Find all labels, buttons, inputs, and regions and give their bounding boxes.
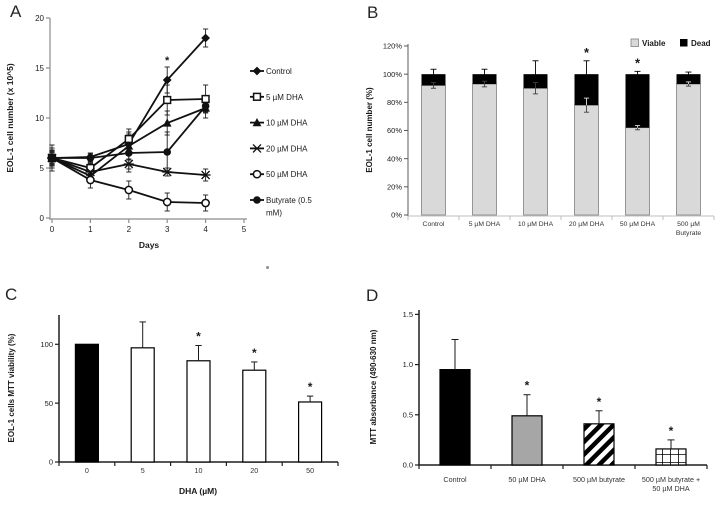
svg-text:EOL-1 cells MTT viability (%): EOL-1 cells MTT viability (%) bbox=[7, 333, 16, 442]
svg-text:Viable: Viable bbox=[642, 39, 666, 48]
svg-text:15: 15 bbox=[35, 64, 44, 73]
svg-text:1.5: 1.5 bbox=[403, 310, 413, 319]
svg-text:50 µM DHA: 50 µM DHA bbox=[266, 170, 308, 179]
svg-text:Butyrate (0.5: Butyrate (0.5 bbox=[266, 196, 312, 205]
svg-text:10: 10 bbox=[195, 466, 203, 475]
svg-text:2: 2 bbox=[127, 225, 132, 234]
stray-mark bbox=[266, 266, 269, 269]
svg-text:50: 50 bbox=[306, 466, 314, 475]
svg-text:0.5: 0.5 bbox=[403, 410, 413, 419]
svg-text:Control: Control bbox=[266, 67, 292, 76]
svg-text:50 µM DHA: 50 µM DHA bbox=[652, 484, 689, 493]
svg-text:500 µM butyrate: 500 µM butyrate bbox=[573, 475, 625, 484]
svg-text:5: 5 bbox=[40, 164, 45, 173]
svg-text:*: * bbox=[597, 395, 602, 409]
svg-text:Dead: Dead bbox=[691, 39, 711, 48]
panel-a-line-chart: 0 5 10 15 20 0 1 2 3 4 5 Days EOL-1 cell number (x 1… bbox=[5, 14, 312, 250]
svg-text:1: 1 bbox=[88, 225, 93, 234]
svg-text:0: 0 bbox=[85, 466, 89, 475]
svg-text:80%: 80% bbox=[387, 98, 402, 107]
svg-text:10 µM DHA: 10 µM DHA bbox=[266, 119, 308, 128]
svg-text:0%: 0% bbox=[391, 211, 402, 220]
svg-text:20: 20 bbox=[35, 14, 44, 23]
panel-b-stacked-bar-chart: 0% 20% 40% 60% 80% 100% 120% Control 5 µM DHA 10 … bbox=[365, 38, 715, 237]
svg-text:Control: Control bbox=[423, 221, 445, 228]
svg-text:5: 5 bbox=[141, 466, 145, 475]
panel-label-d: D bbox=[366, 286, 379, 305]
svg-text:5 µM DHA: 5 µM DHA bbox=[469, 221, 501, 228]
svg-text:50 µM DHA: 50 µM DHA bbox=[620, 221, 656, 228]
svg-text:*: * bbox=[252, 346, 257, 360]
svg-text:EOL-1 cell number (%): EOL-1 cell number (%) bbox=[365, 87, 374, 173]
svg-text:10: 10 bbox=[35, 114, 44, 123]
svg-text:40%: 40% bbox=[387, 154, 402, 163]
svg-text:*: * bbox=[196, 329, 201, 343]
svg-text:*: * bbox=[165, 55, 170, 67]
svg-text:50 µM DHA: 50 µM DHA bbox=[508, 475, 545, 484]
svg-text:500 µM butyrate +: 500 µM butyrate + bbox=[642, 475, 700, 484]
svg-text:mM): mM) bbox=[266, 209, 282, 218]
svg-text:*: * bbox=[584, 45, 590, 60]
svg-text:100: 100 bbox=[40, 340, 53, 349]
panel-label-b: B bbox=[367, 3, 379, 22]
svg-text:DHA (µM): DHA (µM) bbox=[179, 486, 217, 496]
svg-text:Days: Days bbox=[139, 240, 160, 250]
svg-text:0.0: 0.0 bbox=[403, 461, 413, 470]
panel-label-c: C bbox=[5, 285, 18, 304]
svg-text:20 µM DHA: 20 µM DHA bbox=[266, 144, 308, 153]
svg-text:*: * bbox=[669, 424, 674, 438]
svg-text:EOL-1 cell number (x 10^5): EOL-1 cell number (x 10^5) bbox=[5, 63, 15, 173]
svg-text:10 µM DHA: 10 µM DHA bbox=[518, 221, 554, 228]
svg-text:50: 50 bbox=[45, 399, 53, 408]
svg-text:60%: 60% bbox=[387, 126, 402, 135]
svg-text:Control: Control bbox=[443, 475, 467, 484]
svg-text:*: * bbox=[525, 379, 530, 393]
svg-text:0: 0 bbox=[40, 214, 45, 223]
svg-text:20 µM DHA: 20 µM DHA bbox=[569, 221, 605, 228]
svg-text:120%: 120% bbox=[383, 42, 403, 51]
svg-text:Butyrate: Butyrate bbox=[676, 230, 702, 237]
panel-c-bar-chart: 0 50 100 0 5 10 20 50 * * * DHA (µM) EOL-1 cells MTT… bbox=[7, 315, 339, 496]
svg-text:0: 0 bbox=[50, 225, 55, 234]
svg-text:MTT absorbance (490-630 nm): MTT absorbance (490-630 nm) bbox=[369, 329, 378, 444]
panel-label-a: A bbox=[10, 2, 22, 21]
svg-text:3: 3 bbox=[165, 225, 170, 234]
svg-text:5: 5 bbox=[242, 225, 247, 234]
svg-text:*: * bbox=[635, 55, 641, 70]
svg-text:20: 20 bbox=[250, 466, 258, 475]
svg-text:4: 4 bbox=[203, 225, 208, 234]
svg-text:20%: 20% bbox=[387, 182, 402, 191]
svg-text:500 µM: 500 µM bbox=[677, 221, 700, 228]
svg-text:100%: 100% bbox=[383, 70, 403, 79]
svg-text:1.0: 1.0 bbox=[403, 360, 413, 369]
svg-text:5 µM DHA: 5 µM DHA bbox=[266, 93, 304, 102]
svg-text:0: 0 bbox=[49, 458, 53, 467]
svg-text:*: * bbox=[308, 380, 313, 394]
